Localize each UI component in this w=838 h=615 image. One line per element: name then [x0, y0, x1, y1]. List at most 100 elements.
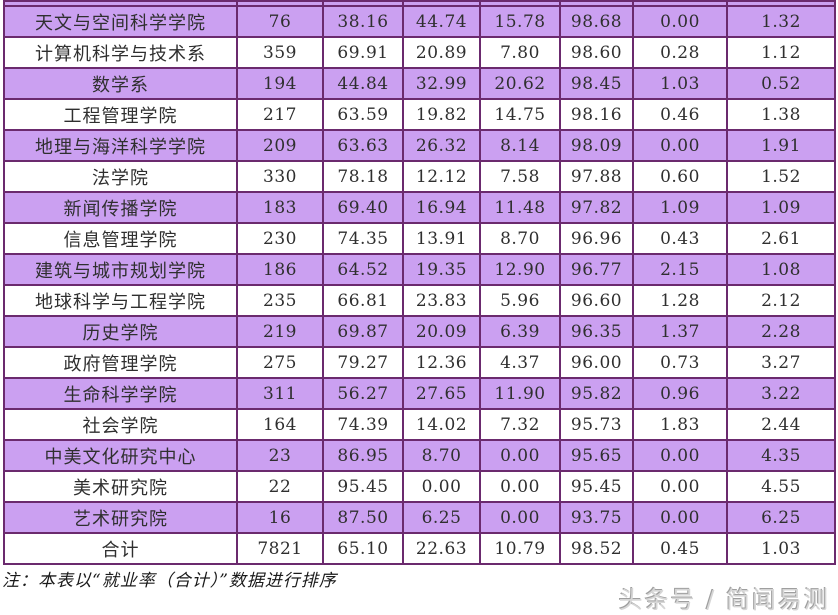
value-cell: 2.12	[726, 284, 836, 317]
college-name-cell: 数学系	[3, 67, 238, 100]
value-cell: 27.65	[402, 377, 481, 410]
college-name-cell: 生命科学学院	[3, 377, 238, 410]
value-cell: 16	[236, 501, 324, 534]
value-cell: 1.91	[726, 129, 836, 162]
value-cell: 2.28	[726, 315, 836, 348]
table-row: 计算机科学与技术系 359 69.91 20.89 7.80 98.60 0.28 1.12	[3, 36, 836, 69]
value-cell: 0.00	[479, 470, 561, 503]
value-cell: 0.73	[632, 346, 728, 379]
table-row: 地球科学与工程学院 235 66.81 23.83 5.96 96.60 1.28 2.12	[3, 284, 836, 317]
value-cell: 98.09	[559, 129, 634, 162]
table-row: 合计 7821 65.10 22.63 10.79 98.52 0.45 1.03	[3, 532, 836, 565]
value-cell: 44.74	[402, 5, 481, 38]
value-cell: 95.73	[559, 408, 634, 441]
value-cell: 275	[236, 346, 324, 379]
value-cell: 8.14	[479, 129, 561, 162]
value-cell: 76	[236, 5, 324, 38]
value-cell: 0.43	[632, 222, 728, 255]
college-name-cell: 中美文化研究中心	[3, 439, 238, 472]
value-cell: 0.52	[726, 67, 836, 100]
value-cell: 66.81	[322, 284, 404, 317]
college-name-cell: 艺术研究院	[3, 501, 238, 534]
value-cell: 0.00	[632, 470, 728, 503]
value-cell: 8.70	[479, 222, 561, 255]
value-cell: 4.37	[479, 346, 561, 379]
value-cell: 12.12	[402, 160, 481, 193]
value-cell: 0.00	[632, 439, 728, 472]
table-row: 建筑与城市规划学院 186 64.52 19.35 12.90 96.77 2.15 1.08	[3, 253, 836, 286]
value-cell: 230	[236, 222, 324, 255]
college-name-cell: 信息管理学院	[3, 222, 238, 255]
value-cell: 311	[236, 377, 324, 410]
table-row: 社会学院 164 74.39 14.02 7.32 95.73 1.83 2.44	[3, 408, 836, 441]
value-cell: 1.32	[726, 5, 836, 38]
value-cell: 209	[236, 129, 324, 162]
table-row: 信息管理学院 230 74.35 13.91 8.70 96.96 0.43 2.61	[3, 222, 836, 255]
value-cell: 12.36	[402, 346, 481, 379]
table-row: 艺术研究院 16 87.50 6.25 0.00 93.75 0.00 6.25	[3, 501, 836, 534]
value-cell: 0.45	[632, 532, 728, 565]
value-cell: 14.75	[479, 98, 561, 131]
value-cell: 1.28	[632, 284, 728, 317]
value-cell: 32.99	[402, 67, 481, 100]
value-cell: 23.83	[402, 284, 481, 317]
college-name-cell: 美术研究院	[3, 470, 238, 503]
employment-table-body: 天文与空间科学学院 76 38.16 44.74 15.78 98.68 0.00 1.32 计…	[3, 0, 836, 565]
value-cell: 69.40	[322, 191, 404, 224]
value-cell: 95.45	[322, 470, 404, 503]
value-cell: 5.96	[479, 284, 561, 317]
value-cell: 0.60	[632, 160, 728, 193]
value-cell: 20.62	[479, 67, 561, 100]
cut-off-cell	[322, 0, 404, 7]
table-row: 中美文化研究中心 23 86.95 8.70 0.00 95.65 0.00 4.35	[3, 439, 836, 472]
value-cell: 69.87	[322, 315, 404, 348]
value-cell: 19.35	[402, 253, 481, 286]
value-cell: 0.00	[479, 501, 561, 534]
value-cell: 2.15	[632, 253, 728, 286]
value-cell: 11.90	[479, 377, 561, 410]
value-cell: 359	[236, 36, 324, 69]
table-row: 政府管理学院 275 79.27 12.36 4.37 96.00 0.73 3.27	[3, 346, 836, 379]
value-cell: 96.35	[559, 315, 634, 348]
value-cell: 97.82	[559, 191, 634, 224]
college-name-cell: 地理与海洋科学学院	[3, 129, 238, 162]
value-cell: 6.39	[479, 315, 561, 348]
value-cell: 8.70	[402, 439, 481, 472]
value-cell: 1.37	[632, 315, 728, 348]
footnote: 注：本表以“就业率（合计）”数据进行排序	[2, 571, 337, 591]
value-cell: 219	[236, 315, 324, 348]
value-cell: 1.52	[726, 160, 836, 193]
table-row: 历史学院 219 69.87 20.09 6.39 96.35 1.37 2.28	[3, 315, 836, 348]
table-row: 地理与海洋科学学院 209 63.63 26.32 8.14 98.09 0.00 1.91	[3, 129, 836, 162]
table-row: 新闻传播学院 183 69.40 16.94 11.48 97.82 1.09 1.09	[3, 191, 836, 224]
cut-off-row	[3, 0, 836, 7]
value-cell: 6.25	[726, 501, 836, 534]
value-cell: 1.09	[726, 191, 836, 224]
value-cell: 3.27	[726, 346, 836, 379]
college-name-cell: 法学院	[3, 160, 238, 193]
value-cell: 1.38	[726, 98, 836, 131]
value-cell: 13.91	[402, 222, 481, 255]
value-cell: 15.78	[479, 5, 561, 38]
value-cell: 87.50	[322, 501, 404, 534]
cut-off-cell	[402, 0, 481, 7]
value-cell: 10.79	[479, 532, 561, 565]
value-cell: 330	[236, 160, 324, 193]
value-cell: 74.39	[322, 408, 404, 441]
value-cell: 98.52	[559, 532, 634, 565]
cut-off-cell	[632, 0, 728, 7]
value-cell: 12.90	[479, 253, 561, 286]
value-cell: 20.09	[402, 315, 481, 348]
value-cell: 2.61	[726, 222, 836, 255]
value-cell: 2.44	[726, 408, 836, 441]
value-cell: 74.35	[322, 222, 404, 255]
value-cell: 22.63	[402, 532, 481, 565]
value-cell: 0.46	[632, 98, 728, 131]
cut-off-cell	[726, 0, 836, 7]
value-cell: 64.52	[322, 253, 404, 286]
value-cell: 4.35	[726, 439, 836, 472]
value-cell: 98.45	[559, 67, 634, 100]
value-cell: 7.80	[479, 36, 561, 69]
college-name-cell: 新闻传播学院	[3, 191, 238, 224]
table-row: 生命科学学院 311 56.27 27.65 11.90 95.82 0.96 3.22	[3, 377, 836, 410]
